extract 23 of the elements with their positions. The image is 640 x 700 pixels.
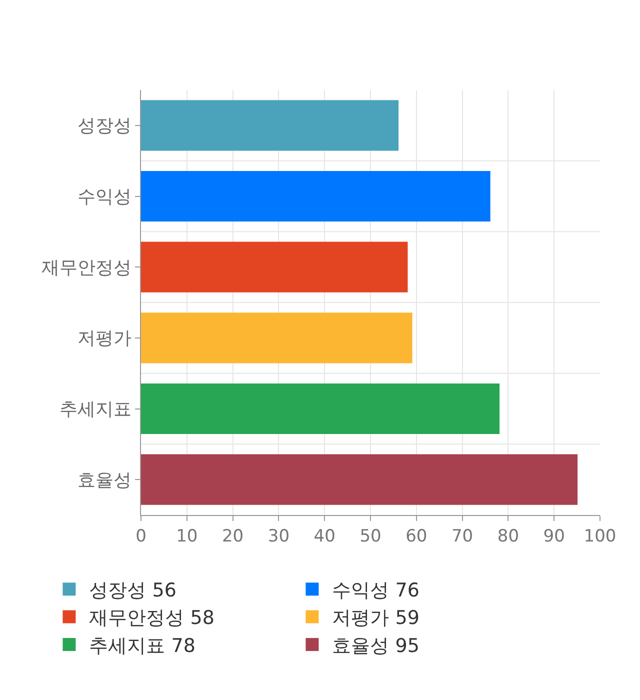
x-tick-label: 40 xyxy=(314,526,336,546)
legend-label: 재무안정성 58 xyxy=(89,607,214,630)
y-tick-label: 추세지표 xyxy=(59,399,132,420)
y-tick-label: 성장성 xyxy=(77,116,132,137)
y-tick-label: 저평가 xyxy=(77,328,132,350)
x-tick-label: 10 xyxy=(176,526,198,546)
legend-label: 추세지표 78 xyxy=(89,634,196,657)
legend-label: 효율성 95 xyxy=(332,634,420,657)
x-tick-label: 20 xyxy=(222,526,244,546)
y-tick-label: 수익성 xyxy=(77,186,132,208)
x-tick-label: 70 xyxy=(451,526,474,546)
y-tick-label: 재무안정성 xyxy=(41,257,132,278)
legend-label: 저평가 59 xyxy=(332,607,420,630)
y-tick-label: 효율성 xyxy=(77,470,132,491)
legend-label: 수익성 76 xyxy=(332,580,420,602)
legend-label: 성장성 56 xyxy=(89,580,176,602)
x-tick-label: 30 xyxy=(268,526,290,546)
x-tick-label: 80 xyxy=(497,526,520,546)
x-tick-label: 60 xyxy=(406,526,428,546)
x-tick-label: 50 xyxy=(360,526,382,546)
x-tick-label: 0 xyxy=(136,526,146,546)
x-tick-label: 90 xyxy=(543,526,565,546)
x-tick-label: 100 xyxy=(584,526,616,546)
